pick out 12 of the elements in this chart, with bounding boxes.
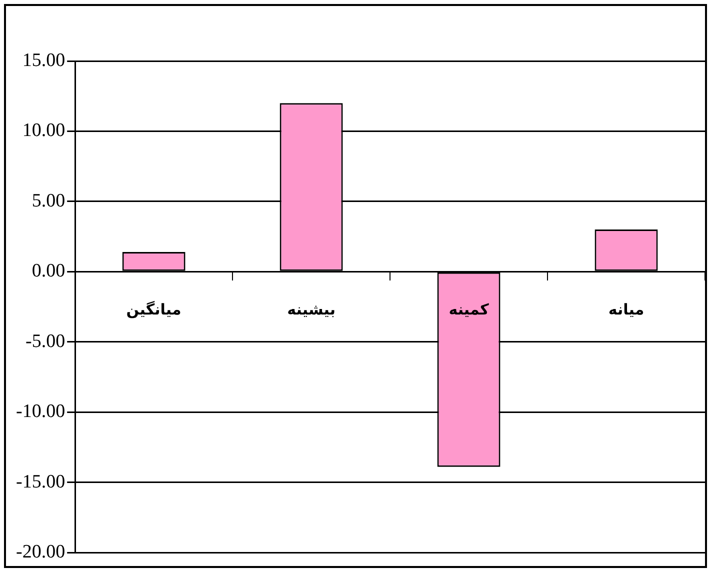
y-tick-label: 5.00: [32, 190, 66, 212]
y-tick-label: -15.00: [16, 471, 66, 492]
x-tick-label: کمینه: [448, 300, 490, 319]
y-tick-label: 15.00: [22, 50, 66, 71]
y-tick-label: -10.00: [16, 401, 66, 422]
y-tick-label: -5.00: [26, 330, 66, 352]
y-tick-label: 0.00: [32, 260, 66, 282]
y-tick-label: 10.00: [22, 120, 66, 142]
x-tick-label: میانگین: [126, 300, 182, 319]
x-tick-label: میانه: [608, 300, 644, 319]
x-tick-label: بیشینه: [287, 300, 336, 319]
y-tick-label: -20.00: [16, 542, 66, 563]
